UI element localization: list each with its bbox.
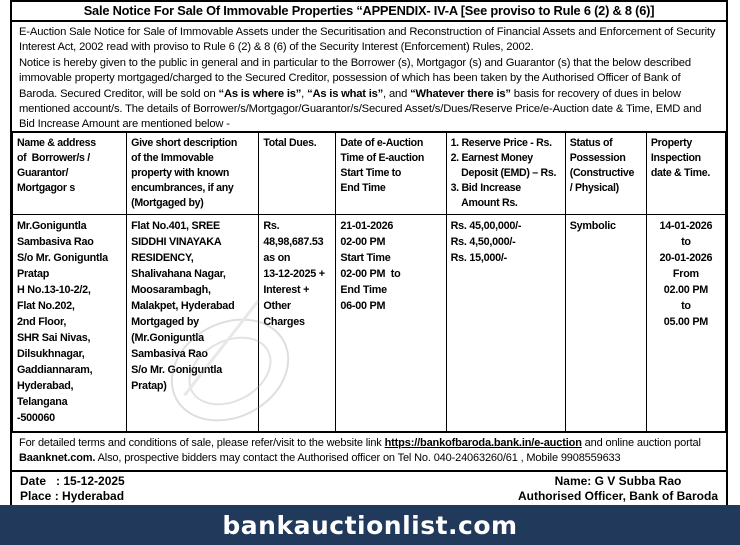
col-header-property-description: Give short description of the Immovable …	[126, 132, 260, 215]
intro-sep-1: ,	[301, 87, 308, 100]
intro-bold-whatever-there-is: “Whatever there is”	[410, 87, 511, 100]
terms-note: For detailed terms and conditions of sal…	[12, 432, 726, 470]
auction-portal-name: Baanknet.com.	[19, 452, 96, 464]
officer-title: Authorised Officer, Bank of Baroda	[517, 489, 718, 503]
footer-banner: bankauctionlist.com	[0, 505, 740, 545]
col-header-borrower-name: Name & address of Borrower/s / Guarantor…	[11, 132, 128, 215]
cell-possession-status: Symbolic	[564, 214, 647, 432]
signature-section: Date : 15-12-2025 Place : Hyderabad Name:…	[12, 470, 726, 508]
officer-name: Name: G V Subba Rao	[554, 474, 682, 488]
cell-inspection-date: 14-01-2026 to 20-01-2026 From 02.00 PM t…	[645, 214, 727, 432]
bank-auction-website-link[interactable]: https://bankofbaroda.bank.in/e-auction	[384, 437, 582, 449]
cell-property-description: Flat No.401, SREE SIDDHI VINAYAKA RESIDE…	[126, 214, 260, 432]
table-header-row: Name & address of Borrower/s / Guarantor…	[11, 132, 727, 215]
cell-borrower-name-address: Mr.Goniguntla Sambasiva Rao S/o Mr. Goni…	[11, 214, 128, 432]
auction-table: Name & address of Borrower/s / Guarantor…	[11, 132, 727, 432]
intro-notice-line: Notice is hereby given to the public in …	[19, 56, 719, 133]
col-header-inspection-date: Property Inspection date & Time.	[645, 132, 727, 215]
signature-date-place: Date : 15-12-2025 Place : Hyderabad	[20, 474, 125, 504]
cell-reserve-price-emd: Rs. 45,00,000/- Rs. 4,50,000/- Rs. 15,00…	[445, 214, 566, 432]
cell-auction-date-time: 21-01-2026 02-00 PM Start Time 02-00 PM …	[335, 214, 447, 432]
terms-text-a: For detailed terms and conditions of sal…	[19, 437, 385, 449]
terms-text-b: and online auction portal	[581, 437, 701, 449]
col-header-total-dues: Total Dues.	[258, 132, 337, 215]
sale-notice-document: Sale Notice For Sale Of Immovable Proper…	[10, 0, 728, 510]
col-header-auction-date-time: Date of e-Auction Time of E-auction Star…	[335, 132, 447, 215]
document-title: Sale Notice For Sale Of Immovable Proper…	[12, 2, 726, 22]
col-header-possession-status: Status of Possession (Constructive / Phy…	[564, 132, 647, 215]
cell-total-dues: Rs. 48,98,687.53 as on 13-12-2025 + Inte…	[258, 214, 337, 432]
intro-bold-as-is-what-is: “As is what is”	[307, 87, 384, 100]
intro-act-line: E-Auction Sale Notice for Sale of Immova…	[19, 26, 716, 54]
intro-section: E-Auction Sale Notice for Sale of Immova…	[12, 22, 726, 132]
table-row: Mr.Goniguntla Sambasiva Rao S/o Mr. Goni…	[11, 214, 727, 432]
notice-place: Place : Hyderabad	[20, 489, 125, 503]
intro-text-a: Notice is hereby given to the public in …	[19, 56, 691, 100]
terms-text-c: Also, prospective bidders may contact th…	[95, 452, 621, 464]
intro-sep-2: , and	[383, 87, 411, 100]
footer-site-text: bankauctionlist.com	[222, 510, 518, 540]
intro-text-b: basis for recovery of dues in below ment…	[19, 87, 702, 131]
intro-bold-as-is-where-is: “As is where is”	[218, 87, 302, 100]
signature-officer: Name: G V Subba Rao Authorised Officer, B…	[518, 474, 718, 504]
notice-date: Date : 15-12-2025	[20, 474, 125, 488]
col-header-reserve-price-emd: 1. Reserve Price - Rs. 2. Earnest Money …	[445, 132, 566, 215]
